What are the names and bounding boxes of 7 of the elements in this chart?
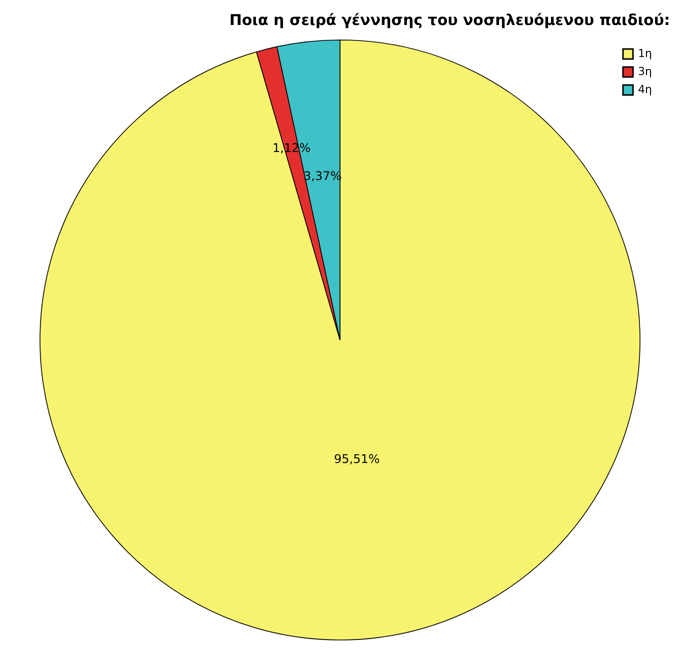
chart-title: Ποια η σειρά γέννησης του νοσηλευόμενου παιδιού: (229, 11, 670, 29)
data-label: 1,12% (272, 141, 311, 156)
data-label: 95,51% (334, 452, 380, 466)
legend-label: 1η (638, 47, 652, 60)
legend-label: 4η (638, 83, 652, 96)
pie-slice (40, 40, 640, 640)
legend-label: 3η (638, 65, 652, 78)
